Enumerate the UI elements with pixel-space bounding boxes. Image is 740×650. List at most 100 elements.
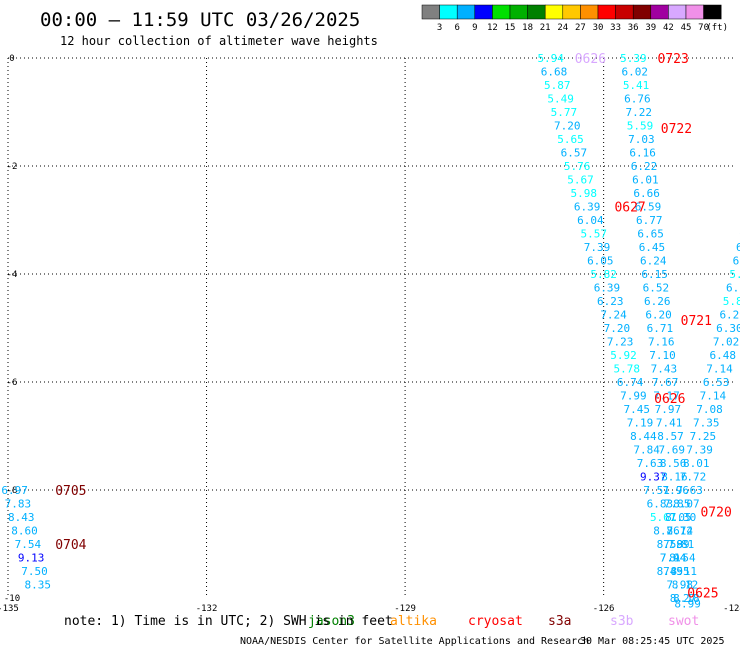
swh-value: 7.67 (652, 376, 679, 389)
pass-time-label: 0723 (657, 52, 688, 67)
colorbar-legend: 3 6 9 12 15 18 21 24 27 30 33 36 39 42 45 70(ft) (421, 4, 728, 33)
satellite-altika: altika (390, 614, 437, 629)
satellite-s3b: s3b (610, 614, 634, 629)
x-tick-label: -129 (394, 604, 416, 614)
swh-value: 9.37 (640, 471, 667, 484)
swh-value: 7.16 (648, 336, 675, 349)
swh-value: 7.72 (666, 525, 693, 538)
swh-value: 5.82 (590, 268, 617, 281)
colorbar-swatch (632, 4, 652, 20)
swh-value: 7.35 (693, 417, 720, 430)
swh-value: 7.81 (668, 538, 695, 551)
satellite-legend: jason3 altika cryosat s3a s3b swot (308, 614, 699, 629)
swh-value: 7.69 (659, 444, 686, 457)
swh-value: 7.63 (676, 484, 703, 497)
swh-value: 6.71 (647, 322, 674, 335)
credit-line: NOAA/NESDIS Center for Satellite Applica… (240, 636, 589, 647)
swh-value: 6.57 (561, 147, 588, 160)
colorbar-label: 70 (698, 23, 709, 33)
colorbar-swatch (703, 4, 722, 20)
colorbar-swatch (597, 4, 616, 20)
swh-value: 8.49 (657, 565, 684, 578)
swh-value: 9.13 (18, 552, 45, 565)
footnote: note: 1) Time is in UTC; 2) SWH is in fe… (64, 614, 393, 629)
colorbar-unit: (ft) (706, 23, 728, 33)
swh-value: 7.99 (620, 390, 647, 403)
swh-value: 7.45 (623, 403, 650, 416)
swh-value: 6.39 (594, 282, 621, 295)
swh-value: 7.98 (666, 579, 693, 592)
colorbar-label: 18 (522, 23, 533, 33)
colorbar-swatch (439, 4, 458, 20)
colorbar-swatch (527, 4, 546, 20)
swh-value: 5.92 (610, 349, 637, 362)
swh-value: 5.76 (564, 160, 591, 173)
pass-time-label: 0705 (55, 484, 86, 499)
colorbar-label: 39 (645, 23, 656, 33)
swh-value: 8.14 (666, 525, 693, 538)
colorbar-swatch (474, 4, 493, 20)
swh-value: 6.22 (631, 160, 658, 173)
colorbar-swatch (421, 4, 440, 20)
colorbar-label: 33 (610, 23, 621, 33)
plot-area: -135-132-129-126-123-1240-2-4-6-8-10 5.9… (0, 52, 740, 614)
swh-value: 5.91 (729, 268, 740, 281)
swh-value: 7.55 (663, 565, 690, 578)
swh-value: 7.17 (653, 390, 680, 403)
swh-value: 5.65 (557, 133, 584, 146)
swh-value: 6.59 (635, 201, 662, 214)
pass-time-label: 0627 (614, 201, 645, 216)
swh-value: 7.83 (5, 498, 32, 511)
swh-value: 6.29 (719, 309, 740, 322)
swh-value: 7.02 (713, 336, 740, 349)
swh-value: 6.18 (726, 282, 740, 295)
satellite-s3a: s3a (548, 614, 571, 629)
colorbar-swatch (509, 4, 528, 20)
colorbar-swatch (562, 4, 581, 20)
swh-value: 6.53 (703, 376, 730, 389)
swh-value: 5.78 (614, 363, 641, 376)
swh-value: 7.30 (670, 511, 697, 524)
colorbar-label: 21 (540, 23, 551, 33)
swh-value: 6.23 (597, 295, 624, 308)
swh-value: 8.44 (630, 430, 657, 443)
swh-value: 5.67 (567, 174, 594, 187)
swh-value: 7.85 (664, 498, 691, 511)
swh-value: 7.14 (700, 390, 727, 403)
pass-time-label: 0720 (700, 506, 731, 521)
swh-value: 5.61 (650, 511, 677, 524)
swh-value: 5.87 (544, 79, 571, 92)
swh-value: 8.57 (657, 430, 684, 443)
swh-value: 6.15 (641, 268, 668, 281)
time-labels: 0626072307220627072106260720062501570070… (55, 52, 732, 602)
x-tick-label: -126 (593, 604, 615, 614)
swh-value: 6.83 (647, 498, 674, 511)
pass-time-label: 0721 (681, 314, 712, 329)
colorbar-label: 6 (454, 23, 459, 33)
colorbar-label: 45 (681, 23, 692, 33)
swh-value: 7.54 (15, 538, 42, 551)
swh-value: 6.02 (621, 66, 648, 79)
timestamp: 30 Mar 08:25:45 UTC 2025 (580, 636, 725, 647)
swh-value: 7.39 (584, 241, 611, 254)
swh-value: 6.52 (643, 282, 670, 295)
swh-value: 6.34 (736, 241, 740, 254)
colorbar-label: 9 (472, 23, 477, 33)
swh-value: 5.59 (627, 120, 654, 133)
swh-value: 7.96 (663, 484, 690, 497)
colorbar-swatch (492, 4, 511, 20)
swh-value: 8.54 (669, 552, 696, 565)
swh-value: 6.39 (574, 201, 601, 214)
swh-value: 7.41 (656, 417, 683, 430)
swh-value: 8.35 (25, 579, 52, 592)
pass-time-label: 0625 (687, 587, 718, 602)
swh-value: 5.49 (547, 93, 574, 106)
pass-time-label: 0722 (661, 122, 692, 137)
swh-value: 6.77 (636, 214, 663, 227)
swh-value: 8.18 (673, 592, 700, 605)
satellite-cryosat: cryosat (468, 614, 523, 629)
swh-value: 7.72 (680, 471, 707, 484)
swh-value: 7.08 (696, 403, 723, 416)
swh-value: 7.20 (604, 322, 631, 335)
colorbar-label: 15 (505, 23, 516, 33)
